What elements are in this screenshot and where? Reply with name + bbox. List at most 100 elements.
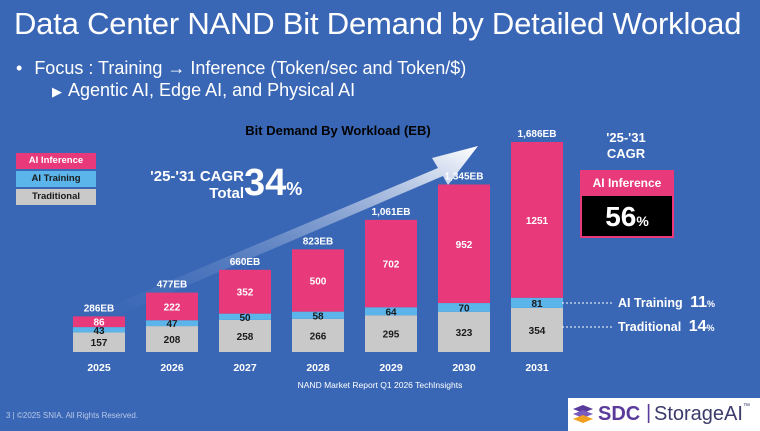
chart-legend: AI Inference AI Training Traditional <box>16 153 96 207</box>
x-tick-2028: 2028 <box>306 362 330 374</box>
value-label-ai-training-2030: 70 <box>458 303 470 314</box>
source-note: NAND Market Report Q1 2026 TechInsights <box>297 380 463 390</box>
legend-item-traditional: Traditional <box>16 189 96 205</box>
bar-ai-training-2026 <box>146 320 198 327</box>
traditional-cagr-number: 14 <box>688 318 707 335</box>
bar-ai-inference-2026 <box>146 292 198 321</box>
value-label-ai-inference-2025: 86 <box>93 318 105 329</box>
slide-title: Data Center NAND Bit Demand by Detailed … <box>14 6 742 41</box>
bar-traditional-2030 <box>438 311 490 352</box>
value-label-ai-inference-2029: 702 <box>383 260 400 271</box>
chart-title: Bit Demand By Workload (EB) <box>245 123 430 138</box>
right-cagr-heading-line2: CAGR <box>606 146 646 161</box>
bar-ai-inference-2027 <box>219 269 271 314</box>
x-tick-2027: 2027 <box>233 362 257 374</box>
right-cagr-heading: '25-'31 CAGR <box>586 130 666 162</box>
traditional-cagr-pct: % <box>706 323 715 333</box>
total-label-2030: 1,345EB <box>445 171 484 182</box>
bar-traditional-2027 <box>219 319 271 352</box>
bar-ai-inference-2030 <box>438 184 490 304</box>
total-cagr-number: 34 <box>244 162 287 204</box>
inference-cagr-value: 56% <box>580 196 674 238</box>
copyright-footer: 3 | ©2025 SNIA. All Rights Reserved. <box>6 411 139 420</box>
total-cagr-line1: '25-'31 CAGR <box>150 168 244 185</box>
value-label-traditional-2030: 323 <box>456 328 473 339</box>
sdc-storageai-logo: SDC | StorageAI™ <box>568 398 760 431</box>
bar-ai-inference-2031 <box>511 142 563 298</box>
logo-trademark: ™ <box>742 403 750 410</box>
logo-storageai-text: StorageAI™ <box>654 403 750 426</box>
bar-traditional-2026 <box>146 326 198 352</box>
value-label-traditional-2028: 266 <box>310 331 327 342</box>
bar-ai-training-2031 <box>511 297 563 308</box>
bar-traditional-2031 <box>511 307 563 352</box>
total-label-2031: 1,686EB <box>518 129 557 140</box>
bar-traditional-2025 <box>73 332 125 352</box>
total-label-2028: 823EB <box>303 236 334 247</box>
stacked-disk-logo-icon <box>573 405 593 423</box>
legend-item-training: AI Training <box>16 171 96 187</box>
total-label-2029: 1,061EB <box>372 207 411 218</box>
value-label-ai-inference-2027: 352 <box>237 288 254 299</box>
growth-arrow-icon <box>82 146 478 328</box>
inference-cagr-box: AI Inference 56% <box>580 170 674 238</box>
value-label-traditional-2025: 157 <box>91 338 108 349</box>
value-label-traditional-2029: 295 <box>383 330 400 341</box>
total-cagr-value: 34% <box>244 163 302 209</box>
triangle-bullet-icon: ▶ <box>52 84 62 99</box>
x-tick-2029: 2029 <box>379 362 403 374</box>
bullet-focus-text: Focus : Training → Inference (Token/sec … <box>34 58 467 78</box>
bar-ai-inference-2028 <box>292 249 344 312</box>
value-label-ai-training-2025: 43 <box>93 326 105 337</box>
inference-cagr-label: AI Inference <box>580 170 674 196</box>
total-label-2027: 660EB <box>230 257 261 268</box>
training-cagr-number: 11 <box>690 294 707 311</box>
x-tick-2030: 2030 <box>452 362 476 374</box>
logo-sdc-text: SDC <box>598 403 641 425</box>
total-cagr-pct: % <box>286 179 303 199</box>
bar-ai-training-2028 <box>292 311 344 319</box>
bar-ai-training-2029 <box>365 307 417 316</box>
total-cagr-label: '25-'31 CAGR Total <box>150 168 244 202</box>
value-label-ai-inference-2031: 1251 <box>526 216 549 227</box>
bullet-marker: • <box>16 58 23 78</box>
inference-cagr-number: 56 <box>605 201 637 232</box>
value-label-traditional-2026: 208 <box>164 335 181 346</box>
value-label-ai-training-2029: 64 <box>385 307 397 318</box>
x-tick-2031: 2031 <box>525 362 549 374</box>
logo-separator: | <box>646 402 652 424</box>
x-tick-2025: 2025 <box>87 362 111 374</box>
bullet-agentic: ▶ Agentic AI, Edge AI, and Physical AI <box>52 80 355 101</box>
value-label-ai-inference-2028: 500 <box>310 277 327 288</box>
value-label-ai-inference-2030: 952 <box>456 240 473 251</box>
bullet-focus: • Focus : Training → Inference (Token/sec… <box>16 58 466 79</box>
value-label-ai-inference-2026: 222 <box>164 302 181 313</box>
bar-traditional-2028 <box>292 318 344 352</box>
bullet-agentic-text: Agentic AI, Edge AI, and Physical AI <box>68 80 356 100</box>
x-tick-2026: 2026 <box>160 362 184 374</box>
total-cagr-line2: Total <box>209 185 244 202</box>
bar-traditional-2029 <box>365 315 417 352</box>
right-cagr-heading-line1: '25-'31 <box>606 130 646 145</box>
training-cagr-label: AI Training <box>618 296 683 310</box>
value-label-ai-training-2027: 50 <box>239 313 251 324</box>
training-cagr-pct: % <box>707 299 716 309</box>
bar-ai-training-2030 <box>438 303 490 312</box>
total-label-2026: 477EB <box>157 280 188 291</box>
bar-ai-training-2025 <box>73 327 125 333</box>
bar-ai-training-2027 <box>219 313 271 320</box>
inference-cagr-pct: % <box>636 213 649 229</box>
value-label-traditional-2027: 258 <box>237 332 254 343</box>
value-label-traditional-2031: 354 <box>529 326 546 337</box>
bar-ai-inference-2029 <box>365 219 417 308</box>
traditional-cagr: Traditional 14% <box>618 318 715 336</box>
total-label-2025: 286EB <box>84 303 115 314</box>
value-label-ai-training-2026: 47 <box>166 319 178 330</box>
legend-item-inference: AI Inference <box>16 153 96 169</box>
logo-storageai-word: StorageAI <box>654 403 743 425</box>
bar-ai-inference-2025 <box>73 316 125 328</box>
value-label-ai-training-2031: 81 <box>531 299 543 310</box>
value-label-ai-training-2028: 58 <box>312 311 324 322</box>
traditional-cagr-label: Traditional <box>618 320 682 334</box>
